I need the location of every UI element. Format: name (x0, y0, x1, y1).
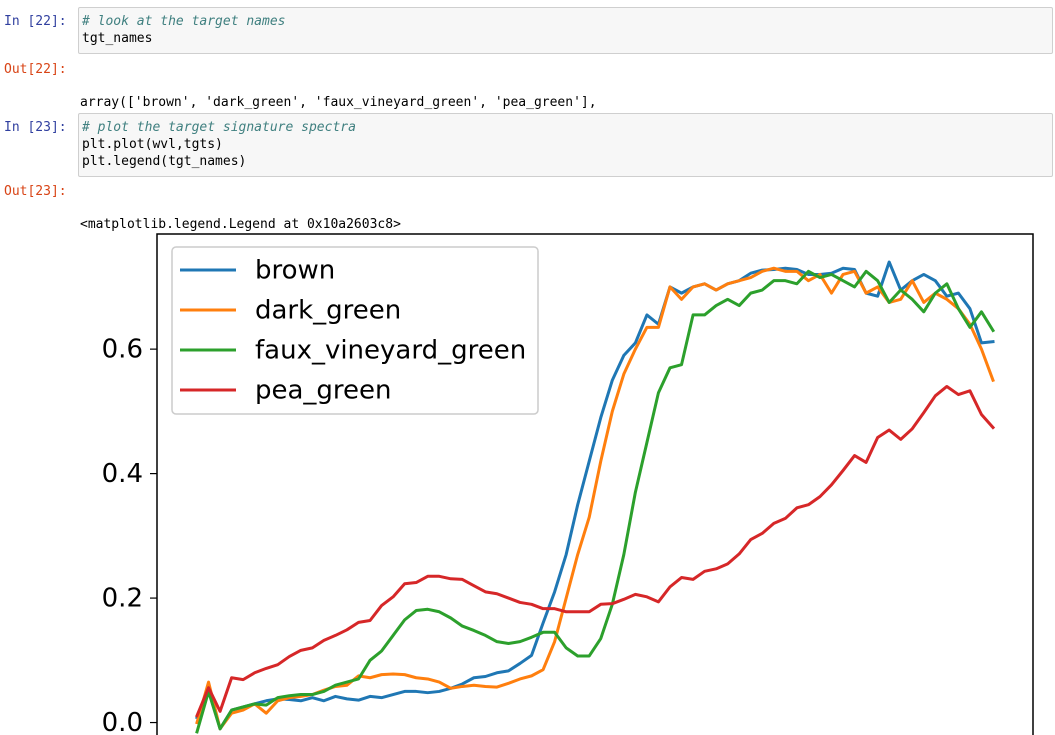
input-prompt: In [23]: (4, 120, 67, 135)
y-tick-label: 0.0 (102, 708, 143, 735)
code-line: plt.plot(wvl,tgts) (82, 137, 223, 152)
input-prompt: In [22]: (4, 14, 67, 29)
legend-box (171, 246, 539, 415)
code-cell[interactable]: # look at the target names tgt_names (78, 7, 1053, 54)
output-prompt: Out[23]: (4, 184, 67, 199)
legend-label: faux_vineyard_green (255, 336, 526, 366)
axes-frame (156, 233, 1034, 735)
y-tick-label: 0.2 (102, 584, 143, 614)
code-line: tgt_names (82, 31, 153, 46)
output-prompt: Out[22]: (4, 62, 67, 77)
output-line: array(['brown', 'dark_green', 'faux_vine… (80, 95, 597, 110)
line-series (195, 269, 996, 734)
code-cell[interactable]: # plot the target signature spectra plt.… (78, 113, 1053, 177)
legend-label: dark_green (255, 296, 401, 326)
y-tick-label: 0.4 (102, 459, 143, 489)
legend-label: pea_green (255, 376, 392, 406)
code-line: # look at the target names (82, 14, 286, 29)
y-tick-label: 0.6 (102, 335, 143, 365)
legend-label: brown (255, 256, 335, 286)
code-line: # plot the target signature spectra (82, 120, 356, 135)
line-series (195, 384, 996, 718)
code-line: plt.legend(tgt_names) (82, 154, 247, 169)
output-line: <matplotlib.legend.Legend at 0x10a2603c8… (80, 217, 401, 232)
output-text: <matplotlib.legend.Legend at 0x10a2603c8… (80, 184, 401, 250)
